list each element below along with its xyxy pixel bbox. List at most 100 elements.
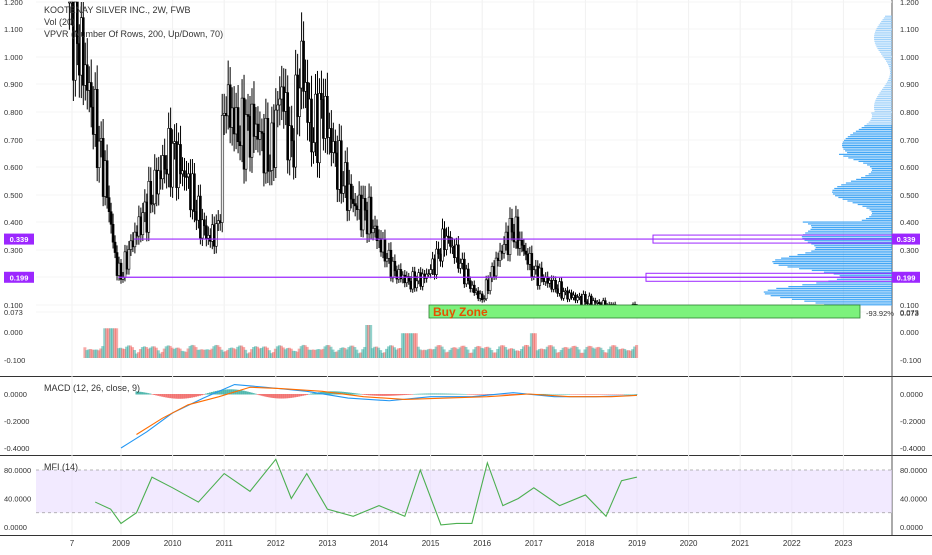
buy-zone-label: Buy Zone xyxy=(433,305,488,319)
volume-bar xyxy=(277,345,281,358)
volume-bar xyxy=(323,346,327,358)
volume-bar xyxy=(543,349,547,358)
volume-bar xyxy=(363,346,367,358)
candle-body xyxy=(97,140,101,168)
vpvr-bar xyxy=(883,86,892,89)
candle-body xyxy=(203,219,206,227)
volume-bar xyxy=(549,345,553,358)
x-tick-label: 7 xyxy=(70,539,75,548)
macd-histogram-bar xyxy=(460,393,463,395)
macd-histogram-bar xyxy=(198,394,201,396)
x-tick-label: 2013 xyxy=(319,539,337,548)
macd-histogram-bar xyxy=(514,394,517,395)
vpvr-bar xyxy=(876,46,892,48)
candle-body xyxy=(149,181,153,205)
macd-histogram-bar xyxy=(300,394,303,397)
candle-body xyxy=(330,128,333,153)
volume-bar xyxy=(236,346,240,358)
macd-histogram-bar xyxy=(617,394,620,395)
vpvr-bar xyxy=(884,58,892,60)
candle-body xyxy=(141,212,145,236)
volume-bar xyxy=(420,350,424,358)
price-tick-label: 1.200 xyxy=(900,0,919,7)
price-tick-label: 0.300 xyxy=(900,246,919,255)
volume-bar xyxy=(97,350,101,358)
vpvr-bar xyxy=(823,271,892,273)
level-tag-right-text: 0.199 xyxy=(897,273,916,282)
volume-bar xyxy=(178,348,182,358)
candle-body xyxy=(449,236,452,247)
macd-histogram-bar xyxy=(260,394,263,396)
macd-histogram-bar xyxy=(395,394,398,396)
vpvr-bar xyxy=(772,261,892,263)
macd-histogram-bar xyxy=(153,394,156,395)
macd-histogram-bar xyxy=(504,394,507,395)
macd-histogram-bar xyxy=(580,394,583,395)
macd-histogram-bar xyxy=(506,394,509,395)
volume-bar xyxy=(500,345,504,358)
vpvr-bar xyxy=(867,164,892,166)
volume-bar xyxy=(506,349,510,358)
x-tick-label: 2021 xyxy=(731,539,749,548)
macd-histogram-bar xyxy=(476,394,479,395)
macd-histogram-bar xyxy=(220,389,223,395)
macd-histogram-bar xyxy=(189,394,192,398)
macd-histogram-bar xyxy=(161,394,164,397)
macd-histogram-bar xyxy=(375,394,378,396)
macd-histogram-bar xyxy=(472,394,475,395)
volume-bar xyxy=(85,350,89,358)
volume-bar xyxy=(547,345,551,358)
volume-bar xyxy=(424,350,428,358)
volume-bar xyxy=(343,347,347,358)
macd-histogram-bar xyxy=(339,391,342,395)
macd-tick-label: -0.2000 xyxy=(900,417,925,426)
macd-histogram-bar xyxy=(585,394,588,395)
macd-histogram-bar xyxy=(431,393,434,395)
macd-histogram-bar xyxy=(570,394,573,395)
macd-histogram-bar xyxy=(262,394,265,397)
volume-bar xyxy=(313,350,317,358)
volume-bar xyxy=(267,350,271,358)
candle-body xyxy=(425,273,428,279)
price-tick-label: 0.900 xyxy=(900,80,919,89)
vpvr-bar xyxy=(887,62,892,64)
macd-histogram-bar xyxy=(401,394,404,396)
volume-bar xyxy=(504,347,508,358)
vpvr-bar xyxy=(882,55,892,57)
candle-body xyxy=(498,250,502,261)
volume-bar xyxy=(301,344,305,358)
volume-bar xyxy=(198,349,202,358)
macd-histogram-bar xyxy=(458,393,461,395)
volume-bar xyxy=(476,345,480,358)
vpvr-bar xyxy=(883,17,892,19)
macd-histogram-bar xyxy=(177,394,180,399)
volume-bar xyxy=(226,349,230,358)
macd-histogram-bar xyxy=(423,393,426,395)
macd-histogram-bar xyxy=(361,394,364,395)
vpvr-bar xyxy=(879,92,892,94)
volume-bar xyxy=(521,346,525,358)
macd-histogram-bar xyxy=(443,393,446,395)
candle-body xyxy=(260,131,264,134)
candle-body xyxy=(363,197,367,211)
volume-bar xyxy=(281,347,285,358)
macd-histogram-bar xyxy=(157,394,160,396)
macd-histogram-bar xyxy=(218,390,221,395)
candle-body xyxy=(334,141,337,154)
macd-histogram-bar xyxy=(629,393,632,395)
volume-bar xyxy=(533,333,537,358)
macd-histogram-bar xyxy=(373,394,376,396)
volume-bar xyxy=(442,349,446,358)
volume-bar xyxy=(162,348,166,358)
vpvr-bar xyxy=(808,230,892,232)
vpvr-bar xyxy=(775,259,892,261)
macd-histogram-bar xyxy=(365,394,368,396)
volume-bar xyxy=(635,345,639,358)
volume-bar xyxy=(414,333,418,358)
vpvr-bar xyxy=(781,257,892,259)
volume-bar xyxy=(383,352,387,358)
candle-body xyxy=(457,244,460,269)
macd-histogram-bar xyxy=(566,393,569,395)
vpvr-bar xyxy=(864,125,892,127)
